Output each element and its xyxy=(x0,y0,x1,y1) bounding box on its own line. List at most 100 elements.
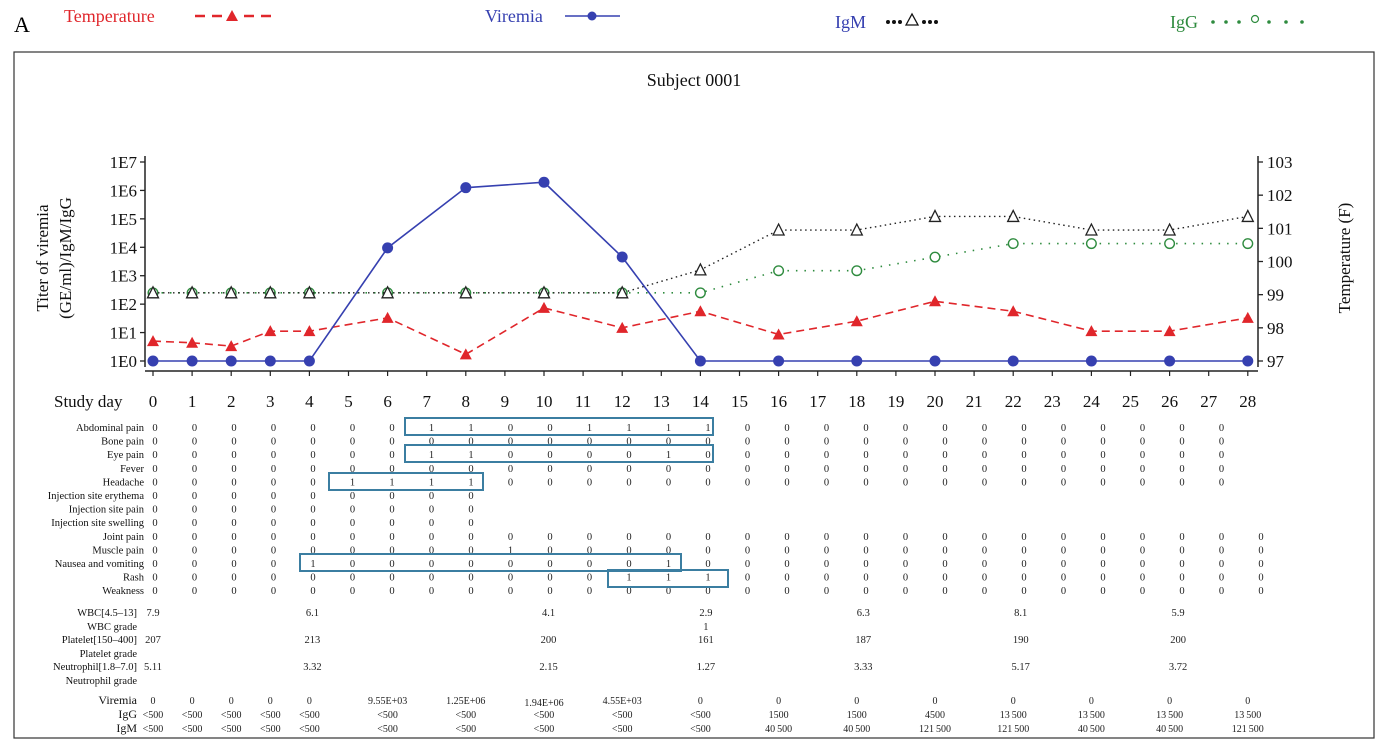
symptom-value: 0 xyxy=(192,491,197,502)
symptom-value: 0 xyxy=(705,437,710,448)
symptom-label: Rash xyxy=(123,573,145,584)
symptom-value: 0 xyxy=(745,437,750,448)
symptom-value: 0 xyxy=(1219,464,1224,475)
symptom-value: 0 xyxy=(231,423,236,434)
x-tick-label: 7 xyxy=(422,392,431,411)
symptom-value: 1 xyxy=(705,423,710,434)
titer-igm-value: <500 xyxy=(455,724,476,735)
lab-row-label: WBC grade xyxy=(87,622,137,633)
symptom-value: 0 xyxy=(271,450,276,461)
igm-point xyxy=(615,285,629,299)
symptom-value: 0 xyxy=(745,545,750,556)
symptom-value: 0 xyxy=(271,491,276,502)
viremia-point xyxy=(264,355,276,367)
symptom-value: 0 xyxy=(982,532,987,543)
symptom-value: 0 xyxy=(942,532,947,543)
symptom-value: 0 xyxy=(192,518,197,529)
y-left-tick-label: 1E1 xyxy=(110,324,137,343)
igm-point xyxy=(1084,222,1098,236)
symptom-value: 0 xyxy=(863,545,868,556)
symptom-value: 1 xyxy=(666,573,671,584)
lab-value: 200 xyxy=(541,635,557,646)
symptom-value: 0 xyxy=(626,545,631,556)
symptom-value: 0 xyxy=(784,450,789,461)
symptom-value: 0 xyxy=(350,450,355,461)
symptom-value: 0 xyxy=(745,573,750,584)
x-tick-label: 19 xyxy=(887,392,904,411)
y-axis-left-title-line2: (GE/ml)/IgM/IgG xyxy=(56,197,75,319)
highlight-box xyxy=(328,472,484,491)
igm-point xyxy=(1241,208,1255,223)
titer-igg-value: <500 xyxy=(221,710,242,721)
symptom-value: 0 xyxy=(666,586,671,597)
symptom-value: 0 xyxy=(745,559,750,570)
viremia-point xyxy=(1007,355,1019,367)
symptom-value: 0 xyxy=(863,437,868,448)
titer-viremia-value: 1.25E+06 xyxy=(446,696,485,707)
symptom-value: 0 xyxy=(982,573,987,584)
symptom-value: 0 xyxy=(863,464,868,475)
symptom-value: 0 xyxy=(863,423,868,434)
symptom-value: 0 xyxy=(429,518,434,529)
symptom-value: 0 xyxy=(152,586,157,597)
symptom-value: 0 xyxy=(784,559,789,570)
igm-point xyxy=(381,285,395,299)
lab-value: 190 xyxy=(1013,635,1029,646)
symptom-value: 0 xyxy=(1061,464,1066,475)
igg-point xyxy=(1242,238,1254,250)
symptom-value: 0 xyxy=(271,559,276,570)
titer-viremia-value: 0 xyxy=(1089,696,1094,707)
titer-igg-value: <500 xyxy=(455,710,476,721)
symptom-value: 0 xyxy=(192,532,197,543)
panel-frame xyxy=(13,51,1375,739)
titer-igg-value: <500 xyxy=(690,710,711,721)
symptom-value: 0 xyxy=(903,532,908,543)
symptom-value: 0 xyxy=(468,573,473,584)
symptom-value: 0 xyxy=(310,450,315,461)
legend-temperature-label: Temperature xyxy=(64,6,155,26)
symptom-value: 0 xyxy=(626,586,631,597)
x-tick-label: 4 xyxy=(305,392,314,411)
viremia-point xyxy=(773,355,785,367)
x-tick-label: 9 xyxy=(501,392,510,411)
data-tables: Abdominal pain 0 0 0 0 0 0 0 1 1 0 0 1 1 1 1 0 0 0 0 0 0 0 0 0 0 0… xyxy=(48,417,1264,735)
lab-value: 6.1 xyxy=(306,608,319,619)
igm-point xyxy=(850,222,864,236)
y-left-tick-label: 1E3 xyxy=(110,267,137,286)
symptom-value: 0 xyxy=(1140,559,1145,570)
lab-value: 3.72 xyxy=(1169,662,1187,673)
lab-value: 187 xyxy=(855,635,871,646)
x-tick-label: 11 xyxy=(575,392,591,411)
lab-value: 161 xyxy=(698,635,714,646)
lab-row-label: Platelet grade xyxy=(80,649,138,660)
symptom-value: 0 xyxy=(863,586,868,597)
chart-title: Subject 0001 xyxy=(647,70,742,90)
symptom-value: 0 xyxy=(745,477,750,488)
symptom-value: 0 xyxy=(350,423,355,434)
symptom-value: 0 xyxy=(666,477,671,488)
symptom-value: 0 xyxy=(784,464,789,475)
titer-igm-value: <500 xyxy=(299,724,320,735)
symptom-value: 0 xyxy=(547,586,552,597)
symptom-value: 0 xyxy=(1179,477,1184,488)
viremia-point xyxy=(616,251,628,263)
symptom-value: 0 xyxy=(824,586,829,597)
symptom-value: 1 xyxy=(666,559,671,570)
symptom-value: 0 xyxy=(863,559,868,570)
titer-viremia-value: 4.55E+03 xyxy=(603,696,642,707)
symptom-value: 0 xyxy=(1219,545,1224,556)
legend-igm-marker xyxy=(904,12,920,26)
symptom-value: 0 xyxy=(508,437,513,448)
symptom-value: 0 xyxy=(310,477,315,488)
symptom-value: 0 xyxy=(231,518,236,529)
titer-igg-value: 1500 xyxy=(847,710,867,721)
symptom-value: 0 xyxy=(350,573,355,584)
symptom-value: 0 xyxy=(1021,464,1026,475)
symptom-value: 0 xyxy=(192,464,197,475)
lab-value: 200 xyxy=(1170,635,1186,646)
symptom-value: 0 xyxy=(587,437,592,448)
lab-row-label: Neutrophil grade xyxy=(66,676,138,687)
temperature-point xyxy=(264,325,277,337)
titer-igg-value: 13 500 xyxy=(1078,710,1105,721)
symptom-value: 0 xyxy=(152,464,157,475)
